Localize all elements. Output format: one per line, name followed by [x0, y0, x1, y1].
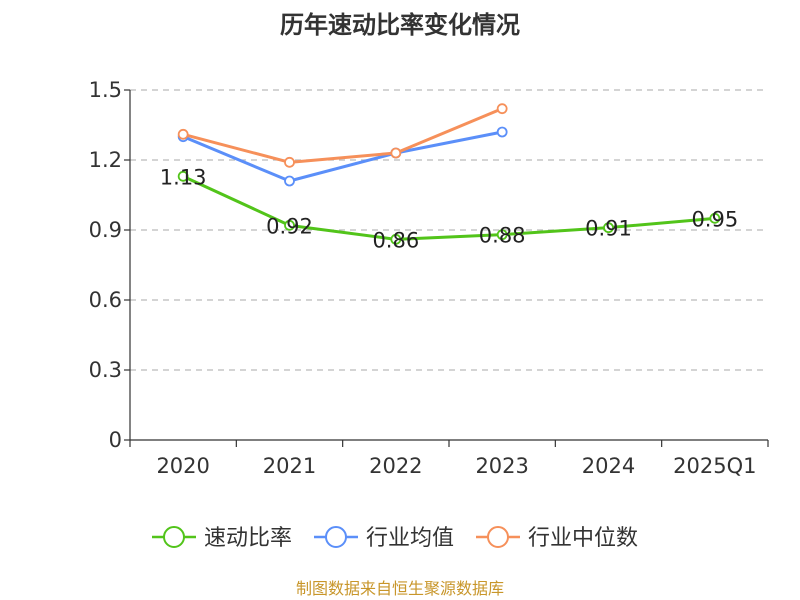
x-tick-label: 2021 [263, 454, 316, 478]
data-labels: 1.13 0.92 0.86 0.88 0.91 0.95 [160, 165, 738, 252]
data-point [390, 233, 402, 245]
data-point [496, 103, 508, 115]
series-line [182, 107, 503, 164]
legend: 速动比率 行业均值 行业中位数 [152, 526, 638, 551]
legend-label: 行业均值 [366, 526, 454, 551]
x-tick-label: 2023 [475, 454, 528, 478]
legend-item[interactable]: 行业中位数 [476, 526, 638, 551]
legend-marker [325, 526, 347, 548]
data-point [390, 147, 402, 159]
data-point [284, 219, 295, 231]
x-tick-label: 2024 [582, 454, 635, 478]
chart-title: 历年速动比率变化情况 [280, 11, 520, 39]
data-point [284, 156, 295, 168]
y-tick-label: 0.6 [89, 288, 122, 312]
axes: 2020 2021 2022 2023 2024 2025Q1 [124, 89, 769, 478]
legend-item[interactable]: 行业均值 [314, 526, 454, 551]
data-point [177, 128, 189, 140]
data-point [709, 212, 721, 224]
data-point [496, 229, 508, 241]
x-tick-label: 2025Q1 [673, 454, 756, 478]
x-tick-label: 2022 [369, 454, 422, 478]
data-label: 0.86 [372, 228, 419, 252]
legend-label: 行业中位数 [528, 526, 638, 551]
data-label: 0.92 [266, 214, 313, 238]
source-note: 制图数据来自恒生聚源数据库 [296, 579, 504, 598]
series-layer [177, 103, 721, 245]
data-point [603, 222, 614, 234]
x-tick-label: 2020 [156, 454, 209, 478]
y-tick-label: 0 [109, 428, 122, 452]
data-label: 1.13 [160, 165, 207, 189]
y-tick-label: 0.9 [89, 218, 122, 242]
data-label: 0.95 [691, 207, 738, 231]
y-tick-label: 1.5 [89, 78, 122, 102]
series-line [182, 174, 715, 241]
legend-marker [163, 526, 185, 548]
y-tick-label: 1.2 [89, 148, 122, 172]
legend-marker [487, 526, 509, 548]
data-point [496, 126, 508, 138]
y-tick-label: 0.3 [89, 358, 122, 382]
data-point [284, 175, 295, 187]
legend-label: 速动比率 [204, 526, 292, 551]
data-point [177, 170, 189, 182]
legend-item[interactable]: 速动比率 [152, 526, 292, 551]
data-label: 0.88 [479, 224, 526, 248]
grid: 0 0.3 0.6 0.9 1.2 1.5 [89, 78, 768, 452]
data-label: 0.91 [585, 217, 632, 241]
series-line [182, 130, 503, 183]
